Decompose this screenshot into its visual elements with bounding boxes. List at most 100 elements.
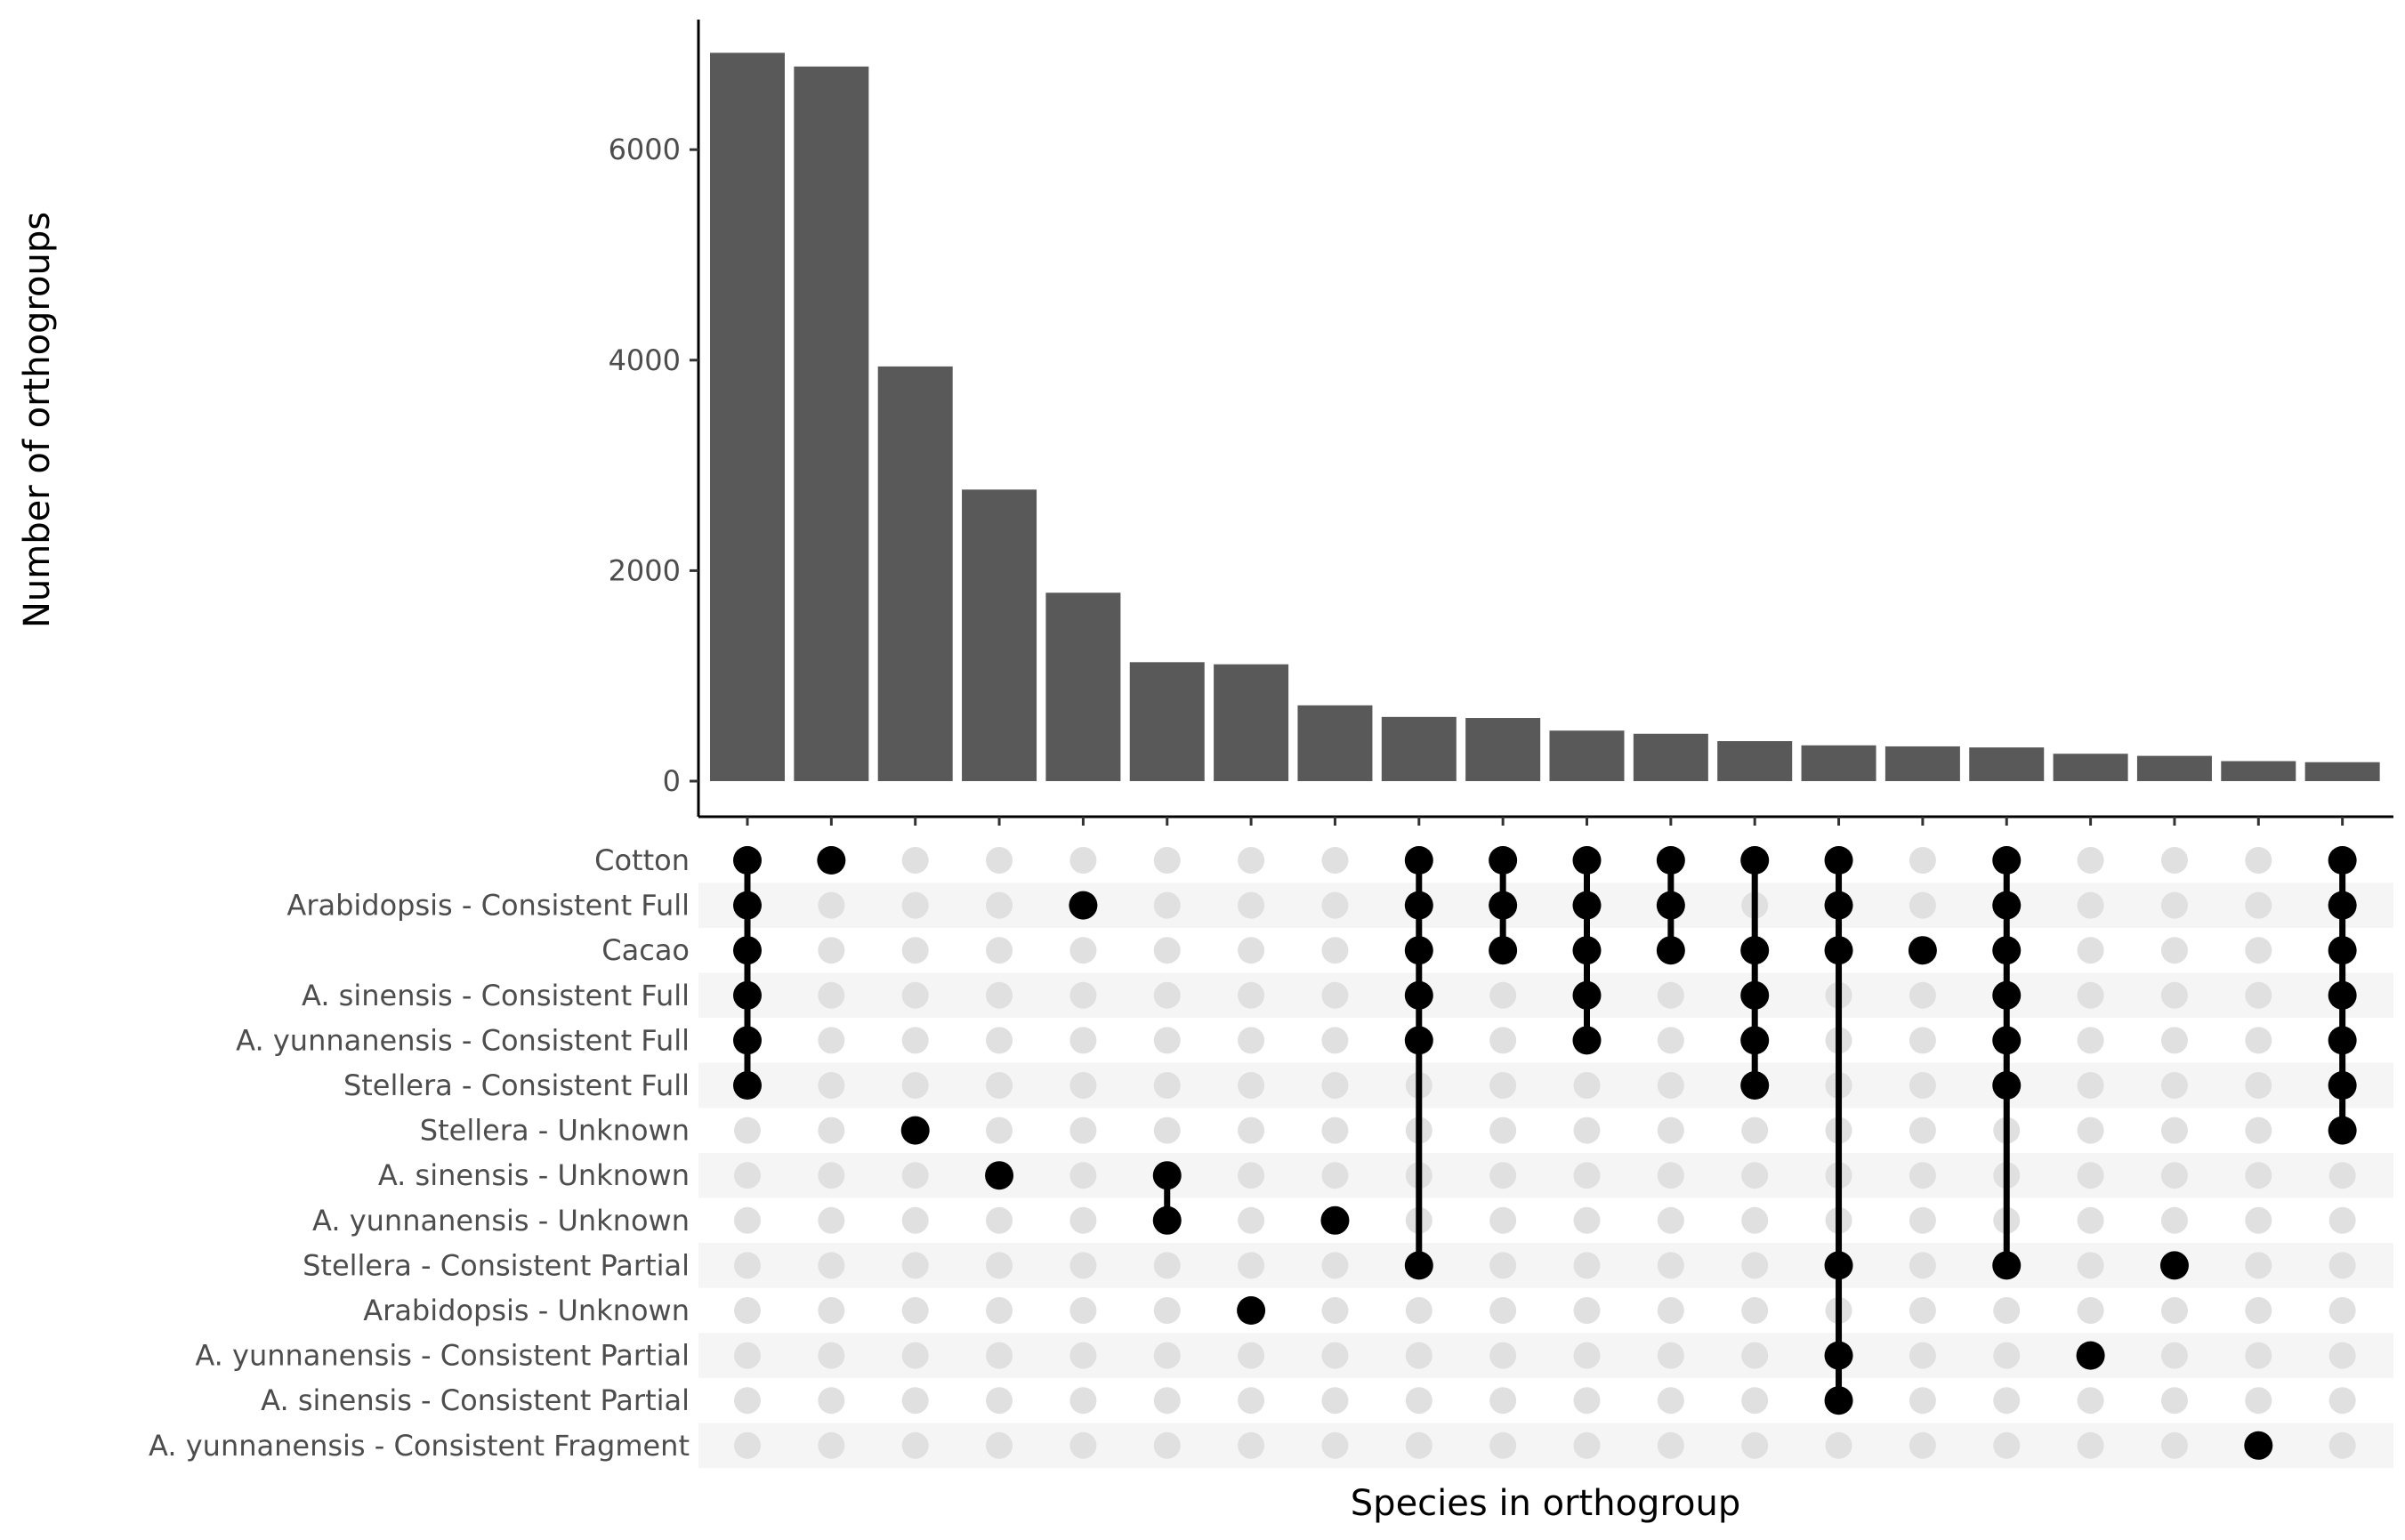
matrix-dot-inactive [1657,1206,1684,1234]
matrix-dot-inactive [1238,1072,1265,1099]
intersection-matrix [733,846,2357,1460]
matrix-dot-inactive [1909,1252,1936,1279]
matrix-dot-inactive [1405,1342,1433,1369]
matrix-dot-active [2076,1341,2105,1370]
matrix-dot-inactive [2328,1297,2356,1324]
matrix-dot-inactive [1573,1162,1601,1189]
matrix-dot-active [1740,846,1770,875]
matrix-dot-inactive [986,1387,1013,1415]
matrix-dot-inactive [1909,1117,1936,1144]
matrix-dot-inactive [1069,1206,1097,1234]
matrix-dot-inactive [1069,1027,1097,1054]
matrix-dot-inactive [1153,1072,1181,1099]
matrix-dot-inactive [1069,1431,1097,1459]
intersection-bar [962,489,1037,781]
matrix-dot-inactive [734,1162,761,1189]
matrix-dot-active [1740,1026,1770,1055]
matrix-dot-inactive [1069,1117,1097,1144]
matrix-dot-inactive [818,891,845,919]
matrix-dot-inactive [2160,1431,2188,1459]
matrix-dot-inactive [734,1252,761,1279]
intersection-bar [877,366,953,781]
matrix-dot-inactive [1321,1072,1349,1099]
matrix-dot-active [1152,1161,1182,1190]
matrix-dot-inactive [2245,1297,2272,1324]
matrix-dot-active [900,1116,930,1145]
matrix-dot-inactive [1489,1027,1517,1054]
matrix-dot-inactive [1741,1342,1769,1369]
intersection-bar [1129,662,1205,781]
matrix-dot-active [1572,846,1602,875]
matrix-dot-inactive [818,981,845,1009]
matrix-dot-inactive [1657,1431,1684,1459]
matrix-dot-inactive [1909,1027,1936,1054]
matrix-dot-inactive [734,1387,761,1415]
matrix-dot-inactive [1993,1297,2021,1324]
matrix-dot-inactive [986,1072,1013,1099]
matrix-dot-inactive [1069,847,1097,874]
matrix-dot-active [1656,846,1685,875]
set-label: Arabidopsis - Unknown [363,1294,690,1327]
matrix-dot-inactive [1573,1206,1601,1234]
matrix-dot-inactive [1405,1297,1433,1324]
matrix-dot-inactive [734,1117,761,1144]
matrix-dot-active [1404,980,1433,1010]
matrix-dot-inactive [2160,1297,2188,1324]
matrix-dot-inactive [2328,1206,2356,1234]
set-label: A. yunnanensis - Consistent Full [236,1023,690,1057]
matrix-dot-inactive [2245,891,2272,919]
matrix-dot-inactive [734,1206,761,1234]
matrix-dot-active [733,1026,762,1055]
matrix-dot-inactive [2328,1252,2356,1279]
matrix-dot-active [1992,1026,2022,1055]
matrix-dot-inactive [818,1431,845,1459]
matrix-dot-inactive [818,1342,845,1369]
set-label: A. yunnanensis - Consistent Partial [195,1339,690,1373]
matrix-dot-active [1404,1026,1433,1055]
matrix-dot-inactive [2160,1387,2188,1415]
matrix-dot-inactive [901,847,929,874]
intersection-bar [1969,747,2045,781]
matrix-dot-inactive [1405,1387,1433,1415]
matrix-dot-inactive [1741,1297,1769,1324]
matrix-dot-active [1824,891,1853,920]
matrix-dot-inactive [1153,1027,1181,1054]
matrix-dot-inactive [1153,1117,1181,1144]
matrix-dot-inactive [1153,1431,1181,1459]
matrix-dot-inactive [1153,1297,1181,1324]
matrix-row-stripe [698,883,2393,928]
matrix-dot-active [1824,846,1853,875]
matrix-dot-inactive [1321,1252,1349,1279]
matrix-dot-inactive [1238,1206,1265,1234]
matrix-dot-inactive [1657,1117,1684,1144]
matrix-row-stripe [698,1152,2393,1198]
matrix-dot-active [1824,1341,1853,1370]
matrix-dot-active [2328,1116,2357,1145]
intersection-bar [794,66,869,782]
matrix-dot-active [1992,1071,2022,1100]
intersection-bar [1549,730,1625,781]
matrix-dot-inactive [1153,937,1181,964]
matrix-dot-active [2328,980,2357,1010]
matrix-dot-inactive [1741,1206,1769,1234]
matrix-dot-inactive [2245,1387,2272,1415]
intersection-bar [1381,716,1457,781]
matrix-dot-active [1069,891,1098,920]
matrix-dot-active [1992,980,2022,1010]
matrix-dot-active [1740,936,1770,965]
matrix-dot-inactive [901,891,929,919]
matrix-dot-inactive [818,1297,845,1324]
matrix-dot-inactive [1238,1252,1265,1279]
matrix-dot-inactive [986,1342,1013,1369]
matrix-dot-inactive [2328,1387,2356,1415]
matrix-dot-inactive [818,1162,845,1189]
matrix-dot-inactive [901,1162,929,1189]
matrix-dot-inactive [986,1027,1013,1054]
matrix-dot-inactive [1489,1162,1517,1189]
matrix-dot-active [1992,1251,2022,1280]
matrix-dot-active [1992,936,2022,965]
matrix-dot-inactive [1573,1072,1601,1099]
matrix-dot-inactive [1825,1431,1852,1459]
matrix-dot-inactive [986,847,1013,874]
matrix-dot-active [1320,1205,1350,1235]
